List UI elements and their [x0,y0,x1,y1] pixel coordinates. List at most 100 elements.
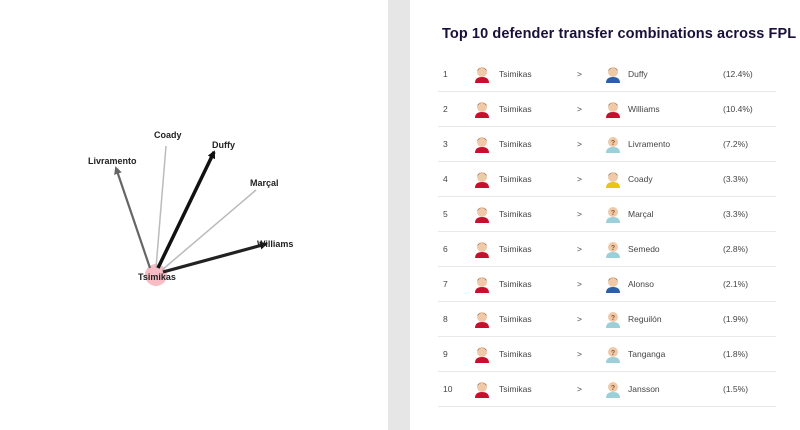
edge-to-marcal [161,189,257,271]
transfer-percentage: (1.8%) [723,349,749,359]
table-row: 3 Tsimikas >? Livramento (7.2%) [438,127,776,162]
row-rank: 5 [443,209,448,219]
row-rank: 1 [443,69,448,79]
row-rank: 7 [443,279,448,289]
node-label-marcal: Marçal [250,178,279,188]
player-in-avatar-icon: ? [604,135,622,153]
player-out-avatar-icon [473,345,491,363]
transfer-percentage: (7.2%) [723,139,749,149]
player-in-avatar-icon: ? [604,345,622,363]
player-in-name: Jansson [628,384,660,394]
transfer-percentage: (1.5%) [723,384,749,394]
edge-to-coady [155,145,167,269]
player-out-avatar-icon [473,310,491,328]
transfer-percentage: (10.4%) [723,104,753,114]
svg-text:?: ? [611,210,615,217]
node-label-livramento: Livramento [88,156,137,166]
transfer-percentage: (1.9%) [723,314,749,324]
svg-text:?: ? [611,350,615,357]
node-label-coady: Coady [154,130,182,140]
table-title: Top 10 defender transfer combinations ac… [442,26,797,42]
player-in-name: Marçal [628,209,654,219]
transfer-arrow-separator: > [577,139,582,149]
player-in-avatar-icon: ? [604,240,622,258]
row-rank: 3 [443,139,448,149]
transfer-table-panel: Top 10 defender transfer combinations ac… [410,0,800,430]
table-row: 10 Tsimikas >? Jansson (1.5%) [438,372,776,407]
player-in-name: Coady [628,174,653,184]
player-in-avatar-icon: ? [604,205,622,223]
edge-to-livramento [114,166,152,269]
node-label-duffy: Duffy [212,140,235,150]
transfer-percentage: (12.4%) [723,69,753,79]
edge-to-williams [162,241,268,274]
player-in-name: Livramento [628,139,671,149]
row-rank: 4 [443,174,448,184]
player-in-name: Semedo [628,244,660,254]
svg-text:?: ? [611,385,615,392]
edge-to-duffy [156,150,216,269]
player-out-name: Tsimikas [499,384,532,394]
player-out-name: Tsimikas [499,69,532,79]
player-in-avatar-icon [604,275,622,293]
player-in-name: Reguilón [628,314,662,324]
transfer-arrow-separator: > [577,384,582,394]
table-row: 1 Tsimikas > Duffy (12.4%) [438,57,776,92]
player-in-name: Duffy [628,69,648,79]
player-out-name: Tsimikas [499,349,532,359]
transfer-arrow-separator: > [577,209,582,219]
transfer-table: 1 Tsimikas > Duffy (12.4%) 2 Tsimikas > Williams… [438,57,776,407]
table-row: 2 Tsimikas > Williams (10.4%) [438,92,776,127]
svg-text:?: ? [611,140,615,147]
row-rank: 2 [443,104,448,114]
row-rank: 6 [443,244,448,254]
player-out-name: Tsimikas [499,174,532,184]
player-out-avatar-icon [473,240,491,258]
transfer-arrow-separator: > [577,279,582,289]
player-out-name: Tsimikas [499,244,532,254]
row-rank: 9 [443,349,448,359]
transfer-arrow-separator: > [577,314,582,324]
player-in-avatar-icon: ? [604,380,622,398]
row-rank: 8 [443,314,448,324]
player-out-name: Tsimikas [499,279,532,289]
table-row: 6 Tsimikas >? Semedo (2.8%) [438,232,776,267]
svg-text:?: ? [611,315,615,322]
transfer-percentage: (3.3%) [723,174,749,184]
player-in-avatar-icon [604,170,622,188]
player-out-avatar-icon [473,170,491,188]
player-out-avatar-icon [473,65,491,83]
player-out-avatar-icon [473,380,491,398]
panel-divider [388,0,410,430]
player-out-avatar-icon [473,135,491,153]
source-node-circle[interactable] [145,264,167,286]
player-out-avatar-icon [473,205,491,223]
svg-text:?: ? [611,245,615,252]
player-out-name: Tsimikas [499,209,532,219]
player-in-name: Tanganga [628,349,666,359]
transfer-network-graph: Tsimikas Coady Duffy Livramento Marçal W… [0,0,388,430]
transfer-percentage: (2.1%) [723,279,749,289]
player-out-name: Tsimikas [499,139,532,149]
player-out-avatar-icon [473,100,491,118]
transfer-arrow-separator: > [577,349,582,359]
transfer-percentage: (3.3%) [723,209,749,219]
table-row: 9 Tsimikas >? Tanganga (1.8%) [438,337,776,372]
table-row: 7 Tsimikas > Alonso (2.1%) [438,267,776,302]
table-row: 4 Tsimikas > Coady (3.3%) [438,162,776,197]
player-in-avatar-icon [604,100,622,118]
player-out-avatar-icon [473,275,491,293]
network-svg: Tsimikas Coady Duffy Livramento Marçal W… [88,130,293,286]
transfer-arrow-separator: > [577,174,582,184]
transfer-arrow-separator: > [577,244,582,254]
transfer-arrow-separator: > [577,104,582,114]
row-rank: 10 [443,384,453,394]
player-in-name: Williams [628,104,660,114]
transfer-arrow-separator: > [577,69,582,79]
player-out-name: Tsimikas [499,314,532,324]
player-in-avatar-icon [604,65,622,83]
node-label-tsimikas: Tsimikas [138,272,176,282]
player-out-name: Tsimikas [499,104,532,114]
player-in-name: Alonso [628,279,654,289]
node-label-williams: Williams [257,239,293,249]
